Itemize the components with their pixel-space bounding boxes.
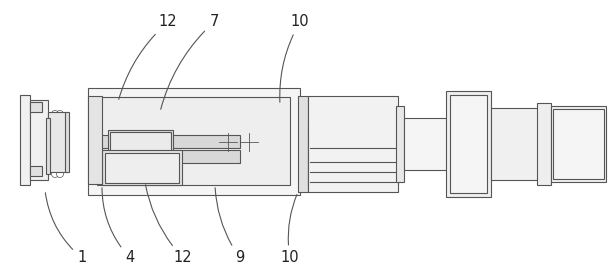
- Bar: [298, 96, 308, 192]
- Text: 10: 10: [281, 195, 299, 265]
- Bar: [553, 109, 604, 179]
- Bar: [308, 171, 398, 185]
- Text: 4: 4: [102, 188, 135, 265]
- Text: 7: 7: [161, 15, 218, 109]
- Circle shape: [255, 183, 262, 190]
- Circle shape: [128, 135, 142, 149]
- Circle shape: [51, 171, 59, 178]
- Circle shape: [164, 95, 171, 102]
- Circle shape: [219, 133, 237, 151]
- Circle shape: [146, 95, 153, 102]
- Circle shape: [164, 183, 171, 190]
- Text: 12: 12: [146, 185, 192, 265]
- Bar: [404, 118, 524, 170]
- Bar: [105, 153, 179, 183]
- Bar: [30, 102, 42, 112]
- Bar: [110, 132, 171, 153]
- Bar: [551, 106, 606, 182]
- Circle shape: [92, 183, 99, 190]
- Circle shape: [240, 133, 258, 151]
- Bar: [20, 95, 30, 185]
- Bar: [396, 106, 404, 182]
- Text: 1: 1: [45, 193, 87, 265]
- Bar: [65, 112, 69, 172]
- Circle shape: [237, 95, 244, 102]
- Text: 12: 12: [119, 15, 177, 99]
- Bar: [100, 150, 240, 163]
- Circle shape: [274, 183, 280, 190]
- Circle shape: [51, 111, 59, 118]
- Text: 9: 9: [215, 188, 245, 265]
- Circle shape: [237, 183, 244, 190]
- Bar: [308, 126, 398, 140]
- Bar: [88, 88, 300, 195]
- Bar: [48, 112, 68, 172]
- Bar: [100, 135, 240, 148]
- Circle shape: [128, 183, 135, 190]
- Text: 10: 10: [280, 15, 309, 102]
- Bar: [102, 150, 182, 185]
- Circle shape: [201, 95, 207, 102]
- Circle shape: [56, 111, 64, 118]
- FancyBboxPatch shape: [539, 110, 563, 178]
- Bar: [97, 97, 290, 185]
- FancyBboxPatch shape: [21, 135, 32, 167]
- Bar: [446, 91, 491, 197]
- Circle shape: [218, 95, 226, 102]
- Circle shape: [274, 95, 280, 102]
- Circle shape: [291, 95, 299, 102]
- Bar: [108, 130, 173, 155]
- Circle shape: [110, 183, 117, 190]
- Circle shape: [128, 95, 135, 102]
- Bar: [491, 108, 541, 180]
- Bar: [88, 96, 102, 184]
- Bar: [30, 166, 42, 176]
- Circle shape: [182, 183, 189, 190]
- Circle shape: [110, 95, 117, 102]
- Circle shape: [255, 95, 262, 102]
- Circle shape: [56, 171, 64, 178]
- Circle shape: [218, 183, 226, 190]
- Bar: [308, 96, 398, 192]
- Circle shape: [146, 183, 153, 190]
- Bar: [46, 118, 50, 174]
- Bar: [450, 95, 487, 193]
- Bar: [537, 103, 551, 185]
- Circle shape: [201, 183, 207, 190]
- Bar: [308, 141, 398, 155]
- Circle shape: [182, 95, 189, 102]
- Bar: [30, 100, 48, 180]
- Circle shape: [291, 183, 299, 190]
- Circle shape: [92, 95, 99, 102]
- Bar: [308, 156, 398, 170]
